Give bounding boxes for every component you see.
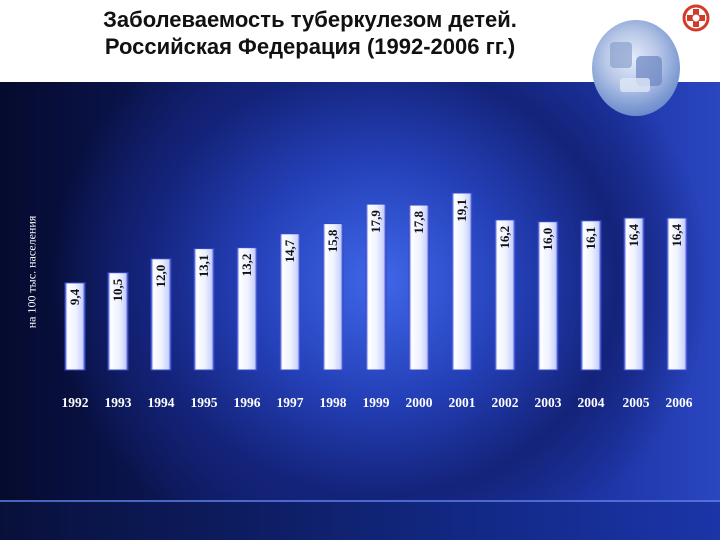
x-tick-2002: 2002 xyxy=(492,395,519,410)
clinic-photo-decoration xyxy=(592,20,680,116)
title-line-1: Заболеваемость туберкулезом детей. xyxy=(103,7,517,32)
value-label-1997: 14,7 xyxy=(282,239,297,262)
bar-2006 xyxy=(666,217,688,371)
bar-1999 xyxy=(365,203,387,371)
x-tick-1997: 1997 xyxy=(277,395,304,410)
x-ticks-group: 1992 1993 1994 1995 1996 1997 1998 1999 2000 2001… xyxy=(62,395,693,410)
value-label-2002: 16,2 xyxy=(497,226,512,249)
footer-band xyxy=(0,502,720,540)
x-tick-2004: 2004 xyxy=(578,395,605,410)
x-tick-2003: 2003 xyxy=(535,395,562,410)
bar-2000 xyxy=(408,204,430,371)
bar-1994 xyxy=(150,258,172,371)
value-label-1992: 9,4 xyxy=(67,288,82,305)
x-tick-2006: 2006 xyxy=(666,395,693,410)
x-tick-2005: 2005 xyxy=(623,395,650,410)
x-tick-2000: 2000 xyxy=(406,395,433,410)
bar-2004 xyxy=(580,220,602,371)
medical-emblem-icon xyxy=(682,4,710,32)
x-tick-2001: 2001 xyxy=(449,395,476,410)
value-label-1994: 12,0 xyxy=(153,265,168,288)
photo-shape xyxy=(610,42,632,68)
value-label-2003: 16,0 xyxy=(540,228,555,251)
bar-1992 xyxy=(64,282,86,371)
x-tick-1993: 1993 xyxy=(105,395,132,410)
page-title: Заболеваемость туберкулезом детей. Росси… xyxy=(10,6,610,60)
bar-1995 xyxy=(193,248,215,371)
bar-1998 xyxy=(322,223,344,371)
value-label-1996: 13,2 xyxy=(239,254,254,277)
bar-2001 xyxy=(451,192,473,371)
value-label-2000: 17,8 xyxy=(411,211,426,234)
bars-group xyxy=(64,192,688,371)
x-tick-1992: 1992 xyxy=(62,395,89,410)
bar-1997 xyxy=(279,233,301,371)
value-label-1995: 13,1 xyxy=(196,255,211,278)
x-tick-1999: 1999 xyxy=(363,395,390,410)
value-label-2005: 16,4 xyxy=(626,224,641,247)
x-tick-1996: 1996 xyxy=(234,395,261,410)
photo-shape xyxy=(620,78,650,92)
value-label-1999: 17,9 xyxy=(368,210,383,233)
bar-2002 xyxy=(494,219,516,371)
value-label-1993: 10,5 xyxy=(110,278,125,301)
bar-2003 xyxy=(537,221,559,371)
bar-1993 xyxy=(107,272,129,371)
footer-line xyxy=(0,500,720,502)
value-labels-group: 9,4 10,5 12,0 13,1 13,2 14,7 15,8 17,9 17,8 19,1 1… xyxy=(67,199,684,305)
value-label-2004: 16,1 xyxy=(583,227,598,250)
bar-2005 xyxy=(623,217,645,371)
title-line-2: Российская Федерация (1992-2006 гг.) xyxy=(104,34,516,59)
x-tick-1994: 1994 xyxy=(148,395,175,410)
x-tick-1998: 1998 xyxy=(320,395,347,410)
value-label-1998: 15,8 xyxy=(325,229,340,252)
x-tick-1995: 1995 xyxy=(191,395,218,410)
bar-1996 xyxy=(236,247,258,371)
value-label-2006: 16,4 xyxy=(669,224,684,247)
value-label-2001: 19,1 xyxy=(454,199,469,222)
